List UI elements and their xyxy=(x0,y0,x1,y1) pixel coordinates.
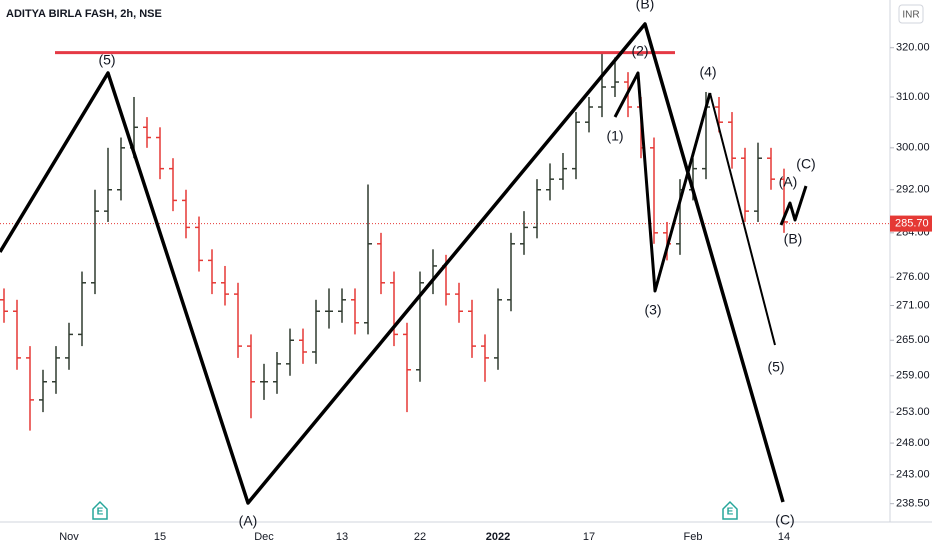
y-tick-label: 276.00 xyxy=(896,271,930,283)
y-tick-label: 248.00 xyxy=(896,437,930,449)
y-tick-label: 310.00 xyxy=(896,91,930,103)
chart-title: ADITYA BIRLA FASH, 2h, NSE xyxy=(6,8,162,20)
event-badge[interactable] xyxy=(722,500,738,520)
wave-label: (B) xyxy=(636,0,655,12)
event-icon[interactable]: E xyxy=(722,500,738,520)
wave-label: (A) xyxy=(239,513,258,529)
y-tick-label: 271.00 xyxy=(896,299,930,311)
wave-line xyxy=(709,92,776,346)
x-tick-label: 15 xyxy=(154,531,166,543)
event-label[interactable]: E xyxy=(727,507,734,518)
x-tick-label: Nov xyxy=(59,531,79,543)
wave-label: (4) xyxy=(699,64,716,80)
y-tick-label: 259.00 xyxy=(896,370,930,382)
wave-label: (A) xyxy=(779,174,798,190)
x-tick-label: Dec xyxy=(254,531,274,543)
currency-box[interactable] xyxy=(898,4,924,24)
last-price-box xyxy=(890,215,932,232)
event-badge[interactable] xyxy=(92,500,108,520)
wave-label: (2) xyxy=(631,43,648,59)
wave-label: (5) xyxy=(767,359,784,375)
x-tick-label: 2022 xyxy=(486,531,510,543)
x-tick-label: 17 xyxy=(583,531,595,543)
y-tick-label: 320.00 xyxy=(896,42,930,54)
event-label[interactable]: E xyxy=(97,507,104,518)
wave-line xyxy=(613,71,712,293)
wave-label: (1) xyxy=(606,128,623,144)
currency-label[interactable]: INR xyxy=(902,10,919,21)
x-tick-label: 22 xyxy=(414,531,426,543)
y-tick-label: 265.00 xyxy=(896,334,930,346)
y-tick-label: 292.00 xyxy=(896,184,930,196)
x-tick-label: Feb xyxy=(684,531,703,543)
wave-label: (C) xyxy=(796,156,815,172)
y-tick-label: 300.00 xyxy=(896,142,930,154)
wave-line xyxy=(779,185,808,226)
event-icon[interactable]: E xyxy=(92,500,108,520)
wave-label: (C) xyxy=(775,512,794,528)
wave-label: (5) xyxy=(98,52,115,68)
y-tick-label: 238.50 xyxy=(896,498,930,510)
wave-label: (3) xyxy=(644,302,661,318)
bars xyxy=(0,52,788,431)
y-tick-label: 243.00 xyxy=(896,469,930,481)
x-tick-label: 13 xyxy=(336,531,348,543)
x-tick-label: 14 xyxy=(778,531,790,543)
last-price-label: 285.70 xyxy=(895,217,929,229)
y-tick-label: 253.00 xyxy=(896,406,930,418)
wave-drawings xyxy=(0,22,808,505)
wave-label: (B) xyxy=(784,231,803,247)
wave-line xyxy=(0,22,785,505)
